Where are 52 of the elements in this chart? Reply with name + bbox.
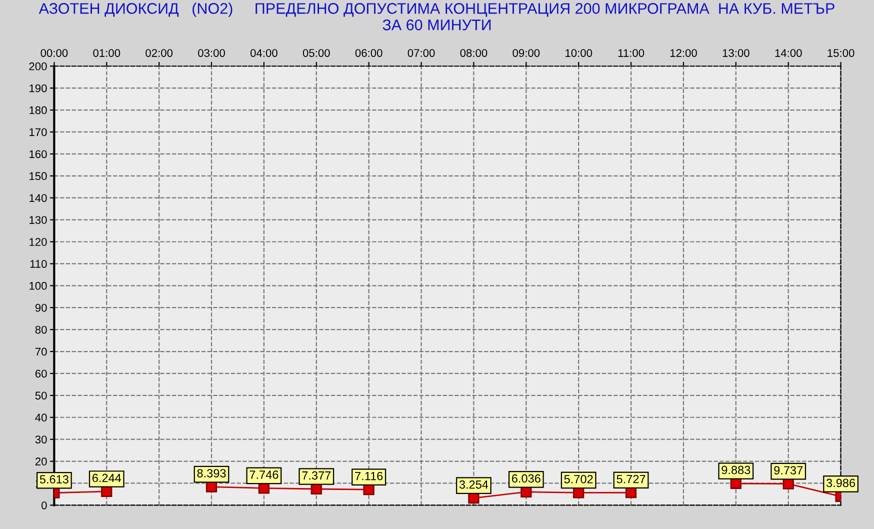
- y-tick-label: 50: [35, 392, 47, 400]
- data-label: 9.737: [774, 466, 803, 474]
- y-tick-label: 200: [29, 62, 47, 70]
- y-tick-label: 140: [30, 194, 47, 202]
- data-label: 5.727: [616, 474, 646, 484]
- x-tick-label: 10:00: [566, 49, 592, 57]
- data-label: 6.036: [512, 474, 540, 483]
- x-tick-label: 06:00: [355, 49, 382, 57]
- y-tick-label: 130: [30, 216, 47, 224]
- y-tick-label: 170: [30, 128, 47, 136]
- x-tick-label: 13:00: [722, 49, 750, 57]
- x-tick-label: 00:00: [40, 49, 68, 57]
- y-tick-label: 120: [30, 238, 47, 246]
- data-label: 5.613: [40, 475, 68, 484]
- data-label: 9.883: [722, 466, 750, 474]
- data-label: 3.986: [826, 478, 856, 488]
- x-tick-label: 04:00: [250, 49, 278, 57]
- y-tick-label: 80: [35, 326, 47, 334]
- y-tick-label: 90: [35, 304, 47, 312]
- data-label: 8.393: [197, 469, 226, 478]
- x-tick-label: 03:00: [198, 49, 225, 57]
- y-tick-label: 40: [35, 414, 47, 422]
- y-tick-label: 160: [30, 150, 47, 158]
- y-tick-label: 100: [30, 282, 47, 290]
- x-tick-label: 02:00: [146, 49, 173, 57]
- x-tick-label: 07:00: [408, 49, 435, 57]
- y-tick-label: 0: [42, 501, 47, 510]
- y-tick-label: 180: [30, 106, 47, 114]
- y-tick-label: 110: [30, 260, 47, 268]
- data-label: 6.244: [92, 474, 122, 482]
- data-label: 7.116: [355, 472, 383, 480]
- x-tick-label: 15:00: [828, 49, 854, 57]
- data-label: 3.254: [459, 480, 488, 489]
- y-tick-label: 70: [35, 348, 47, 356]
- x-tick-label: 11:00: [618, 49, 644, 57]
- x-tick-label: 01:00: [93, 49, 120, 57]
- x-tick-label: 09:00: [512, 49, 540, 57]
- x-tick-label: 12:00: [670, 49, 697, 57]
- y-tick-label: 190: [30, 84, 47, 92]
- y-tick-label: 20: [35, 458, 47, 466]
- x-tick-label: 14:00: [775, 49, 802, 57]
- chart-title: АЗОТЕН ДИОКСИД (NO2) ПРЕДЕЛНО ДОПУСТИМА КОНЦЕНТРАЦИЯ 200 МИКРОГРАМА НА КУБ. МЕТЪР ЗА 60 МИНУТИ: [38, 2, 834, 30]
- data-label: 7.377: [302, 471, 331, 480]
- y-tick-label: 60: [35, 370, 47, 378]
- data-label: 7.746: [250, 470, 278, 479]
- point: [206, 481, 218, 492]
- y-tick-label: 150: [30, 172, 47, 180]
- x-tick-label: 08:00: [460, 49, 488, 57]
- point: [782, 478, 794, 490]
- y-tick-label: 30: [35, 436, 47, 444]
- data-label: 5.702: [564, 474, 593, 484]
- x-tick-label: 05:00: [302, 49, 330, 57]
